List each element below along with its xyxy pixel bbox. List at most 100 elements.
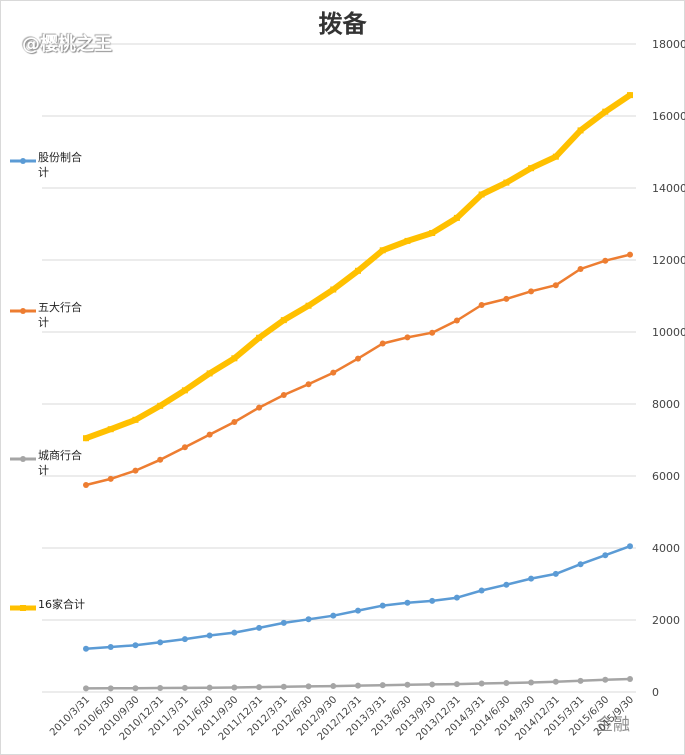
data-point	[503, 680, 510, 686]
data-point	[157, 402, 164, 409]
y-tick-label: 8000	[652, 398, 680, 411]
data-point	[379, 247, 386, 254]
data-point	[107, 644, 114, 650]
data-point	[453, 594, 460, 601]
data-point	[453, 681, 460, 688]
data-point	[231, 419, 238, 425]
data-point	[132, 416, 139, 423]
data-point	[231, 629, 238, 636]
data-point	[577, 127, 584, 134]
y-tick-label: 10000	[652, 326, 685, 339]
data-point	[602, 676, 609, 683]
data-point	[355, 355, 361, 362]
data-point	[231, 684, 238, 691]
data-point	[157, 456, 164, 463]
data-point	[132, 467, 139, 474]
data-point	[478, 680, 485, 687]
data-point	[528, 679, 535, 686]
legend-marker-wudahang	[10, 308, 36, 314]
data-point	[256, 404, 263, 411]
data-point	[429, 681, 436, 688]
legend-label-16jia: 16家合计	[38, 598, 85, 611]
data-point	[355, 682, 361, 689]
data-point	[627, 676, 633, 683]
y-tick-label: 16000	[652, 110, 685, 123]
data-point	[577, 677, 584, 684]
data-point	[503, 295, 510, 302]
legend-marker-chengshanghang	[10, 456, 36, 462]
data-point	[552, 153, 559, 160]
y-tick-label: 14000	[652, 182, 685, 195]
chart-title: 拨备	[318, 9, 367, 38]
data-point	[355, 607, 361, 614]
data-point	[231, 355, 238, 362]
data-point	[256, 334, 263, 341]
data-point	[429, 329, 436, 336]
y-tick-label: 2000	[652, 614, 680, 627]
data-point	[280, 317, 287, 324]
data-point	[528, 575, 535, 582]
data-point	[157, 685, 164, 692]
data-point	[552, 678, 559, 685]
series-line-1	[84, 253, 632, 487]
data-point	[181, 387, 188, 394]
data-point	[453, 214, 460, 221]
data-point	[627, 92, 633, 99]
data-point	[602, 108, 609, 115]
data-point	[181, 636, 188, 643]
data-point	[181, 444, 188, 451]
watermark-bottom: 金融	[596, 715, 630, 735]
data-point	[157, 639, 164, 646]
data-point	[280, 392, 287, 398]
data-point	[206, 370, 213, 377]
data-point	[429, 230, 436, 236]
data-point	[280, 683, 287, 690]
legend-label-wudahang: 五大行合计	[38, 301, 82, 329]
data-point	[330, 286, 337, 293]
series-line-0	[84, 544, 632, 651]
data-point	[453, 317, 460, 324]
data-point	[83, 435, 89, 442]
data-point	[379, 340, 386, 347]
data-point	[404, 599, 411, 606]
legend-marker-16jia	[10, 605, 36, 611]
data-point	[305, 616, 312, 623]
data-point	[478, 302, 485, 308]
data-point	[528, 288, 535, 295]
data-point	[577, 561, 584, 568]
data-point	[83, 645, 89, 652]
series-lines	[83, 92, 633, 692]
data-point	[181, 684, 188, 691]
data-point	[602, 552, 609, 559]
data-point	[132, 642, 139, 649]
data-point	[627, 251, 633, 258]
y-tick-label: 12000	[652, 254, 685, 267]
data-point	[379, 602, 386, 609]
data-point	[330, 683, 337, 690]
data-point	[206, 632, 213, 639]
data-point	[305, 381, 312, 388]
data-point	[404, 681, 411, 688]
y-tick-label: 4000	[652, 542, 680, 555]
data-point	[206, 684, 213, 691]
legend-marker-gufenzhi	[10, 158, 36, 164]
data-point	[577, 266, 584, 272]
series-line-3	[83, 92, 633, 442]
data-point	[503, 581, 510, 588]
data-point	[478, 587, 485, 594]
y-tick-label: 0	[652, 686, 659, 699]
data-point	[355, 267, 361, 274]
data-point	[107, 475, 114, 482]
grid-lines	[42, 43, 636, 693]
data-point	[107, 426, 114, 433]
data-point	[379, 682, 386, 689]
data-point	[83, 685, 89, 692]
data-point	[627, 543, 633, 550]
data-point	[206, 431, 213, 438]
data-point	[552, 282, 559, 289]
data-point	[256, 684, 263, 691]
data-point	[256, 624, 263, 631]
legend-label-chengshanghang: 城商行合计	[38, 449, 82, 477]
data-point	[429, 597, 436, 604]
data-point	[330, 612, 337, 619]
